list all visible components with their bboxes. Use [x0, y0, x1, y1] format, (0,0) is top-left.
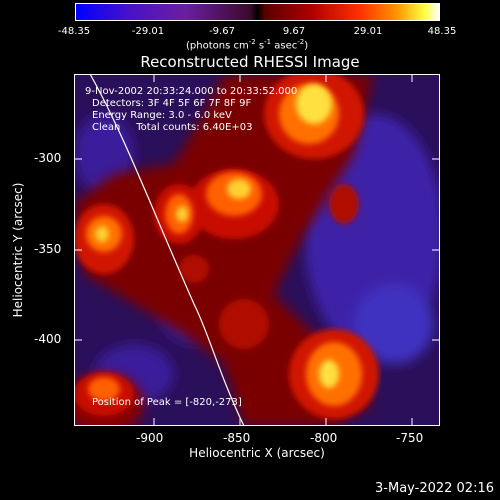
x-tick-label: -750 [396, 431, 424, 445]
colorbar-units: (photons cm-2 s-1 asec-2) [186, 38, 308, 51]
footer-timestamp: 3-May-2022 02:16 [375, 481, 494, 496]
rhessi-image [74, 74, 440, 426]
energy-range-label: Energy Range: 3.0 - 6.0 keV [92, 110, 232, 121]
units-text: (photons cm [186, 40, 249, 52]
x-tick-label: -850 [223, 431, 251, 445]
colorbar-tick: -29.01 [131, 26, 165, 37]
units-text: ) [304, 40, 309, 52]
colorbar-tick: -9.67 [209, 26, 235, 37]
units-text: asec [271, 40, 298, 52]
y-axis-label: Heliocentric Y (arcsec) [11, 182, 25, 318]
units-text: s [255, 40, 265, 52]
colorbar-tick: 29.01 [353, 26, 383, 37]
colorbar-tick: 48.35 [427, 26, 457, 37]
units-exp: -2 [297, 38, 305, 46]
x-tick-label: -900 [136, 431, 164, 445]
detectors-label: Detectors: 3F 4F 5F 6F 7F 8F 9F [92, 98, 252, 109]
colorbar [75, 3, 440, 21]
limb-line [89, 74, 245, 426]
y-tick-label: -400 [34, 332, 62, 346]
x-axis-label: Heliocentric X (arcsec) [189, 446, 325, 460]
x-tick-label: -800 [310, 431, 338, 445]
units-exp: -2 [248, 38, 256, 46]
y-tick-label: -350 [34, 242, 62, 256]
clean-counts-label: Clean Total counts: 6.40E+03 [92, 122, 253, 133]
units-exp: -1 [264, 38, 272, 46]
time-range-label: 9-Nov-2002 20:33:24.000 to 20:33:52.000 [85, 86, 298, 97]
plot-title: Reconstructed RHESSI Image [140, 53, 360, 71]
colorbar-tick: 9.67 [282, 26, 306, 37]
peak-position-label: Position of Peak = [-820,-273] [92, 397, 242, 408]
y-tick-label: -300 [34, 151, 62, 165]
colorbar-tick: -48.35 [57, 26, 91, 37]
